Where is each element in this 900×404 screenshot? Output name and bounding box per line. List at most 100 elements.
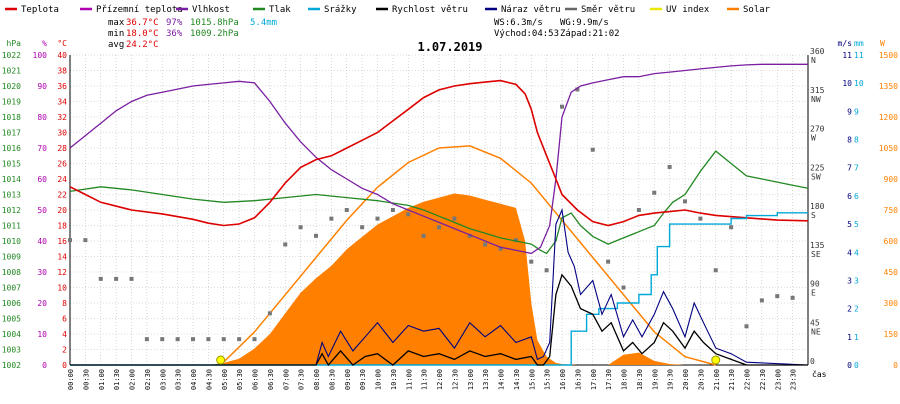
degc-axis-tick: 20 [57,206,67,215]
hpa-axis-tick: 1020 [2,82,21,91]
wind-dir-point [390,208,395,212]
legend: Teplota Přízemní teplota Vlhkost Tlak Srážky… [5,5,771,15]
stat-wg: WG:9.9m/s [560,18,609,28]
x-tick-label: 21:30 [728,369,736,390]
wind-dir-point [160,337,165,342]
stat-min-temp: 18.0°C [126,29,159,39]
x-tick-label: 20:00 [682,369,690,390]
wm2-axis-tick: 900 [884,175,899,184]
wind-dir-point [360,225,365,230]
degc-axis-tick: 28 [57,144,67,153]
wind-dir-point [283,242,288,247]
degc-axis-tick: 34 [57,98,67,107]
stat-sunset: Západ:21:02 [560,29,620,39]
degc-axis-tick: 0 [62,361,67,370]
dir-axis-label: W [811,134,816,143]
x-tick-label: 08:30 [328,369,336,390]
hpa-axis-tick: 1008 [2,268,21,277]
wind-dir-point [790,295,795,300]
wind-dir-point [606,259,611,264]
wm2-axis-tick: 450 [884,268,899,277]
x-tick-label: 11:30 [421,369,429,390]
legend-label: Srážky [324,5,357,15]
wind-dir-point [68,238,72,243]
wind-dir-point [206,337,211,342]
dir-axis-label: N [811,56,816,65]
mm-axis-tick: 2 [854,305,859,314]
x-tick-label: 21:00 [713,369,721,390]
ms-axis-tick: 0 [847,361,852,370]
stats-block: max 36.7°C 97% 1015.8hPa 5.4mm min 18.0°… [108,18,620,50]
degc-axis-tick: 2 [62,346,67,355]
dir-axis-tick: 90 [810,280,820,289]
wind-dir-point [252,337,257,342]
wind-dir-point [406,212,411,217]
dir-axis-label: NW [811,95,821,104]
x-tick-label: 07:00 [282,369,290,390]
hpa-axis-tick: 1021 [2,67,21,76]
wind-dir-point [175,337,180,342]
mm-axis-tick: 8 [854,136,859,145]
x-tick-label: 11:00 [405,369,413,390]
x-tick-label: 16:00 [559,369,567,390]
ms-axis-tick: 4 [847,248,852,257]
series-pressure [69,150,809,255]
hpa-axis-tick: 1017 [2,129,21,138]
x-tick-label: 10:00 [375,369,383,390]
hpa-axis-tick: 1009 [2,253,21,262]
legend-label: Směr větru [581,5,635,15]
wind-dir-point [683,199,687,204]
x-tick-label: 19:00 [651,369,659,390]
degc-axis-tick: 22 [57,191,67,200]
ms-axis-tick: 1 [847,333,852,342]
wind-dir-point [144,337,149,342]
wind-dir-point [314,233,318,238]
pct-axis-tick: 50 [37,206,47,215]
x-tick-label: 22:30 [759,369,767,390]
wind-dir-point [713,268,718,273]
x-tick-label: 14:30 [513,369,521,390]
wind-dir-point [775,294,780,299]
wind-dir-point [498,246,503,251]
degc-axis-tick: 18 [57,222,67,231]
wind-dir-point [560,104,564,109]
wind-dir-point [729,225,734,230]
wind-dir-point [621,285,626,290]
pct-axis-tick: 80 [37,113,47,122]
wind-dir-point [237,337,242,342]
wind-dir-point [575,87,580,92]
pct-axis-tick: 0 [42,361,47,370]
x-tick-label: 19:30 [667,369,675,390]
wind-dir-point [590,147,595,152]
wind-dir-point [744,324,749,329]
ms-axis-tick: 11 [842,51,852,60]
wm2-axis-tick: 300 [884,299,899,308]
degc-axis-tick: 14 [57,253,67,262]
degc-axis-tick: 24 [57,175,67,184]
x-tick-label: 09:30 [359,369,367,390]
wind-dir-point [129,276,134,281]
x-tick-label: 01:30 [113,369,121,390]
x-tick-label: 12:00 [436,369,444,390]
hpa-axis-unit: hPa [7,39,22,48]
uv-marker [216,355,226,365]
ms-axis-tick: 7 [847,164,852,173]
legend-label: Rychlost větru [392,5,468,15]
wm2-axis-tick: 600 [884,237,899,246]
wm2-axis-tick: 750 [884,206,899,215]
stat-min-press: 1009.2hPa [190,29,239,39]
x-tick-label: 00:00 [67,369,75,390]
legend-label: UV index [666,5,710,15]
x-tick-label: 23:00 [774,369,782,390]
wm2-axis-tick: 1350 [879,82,898,91]
degc-axis-tick: 30 [57,129,67,138]
dir-axis-label: NE [811,327,821,336]
mm-axis-tick: 1 [854,333,859,342]
ms-axis-tick: 6 [847,192,852,201]
x-tick-label: 20:30 [697,369,705,390]
dir-axis-tick: 135 [810,241,825,250]
mm-axis-unit: mm [854,39,864,48]
hpa-axis-tick: 1002 [2,361,21,370]
hpa-axis-tick: 1012 [2,206,21,215]
